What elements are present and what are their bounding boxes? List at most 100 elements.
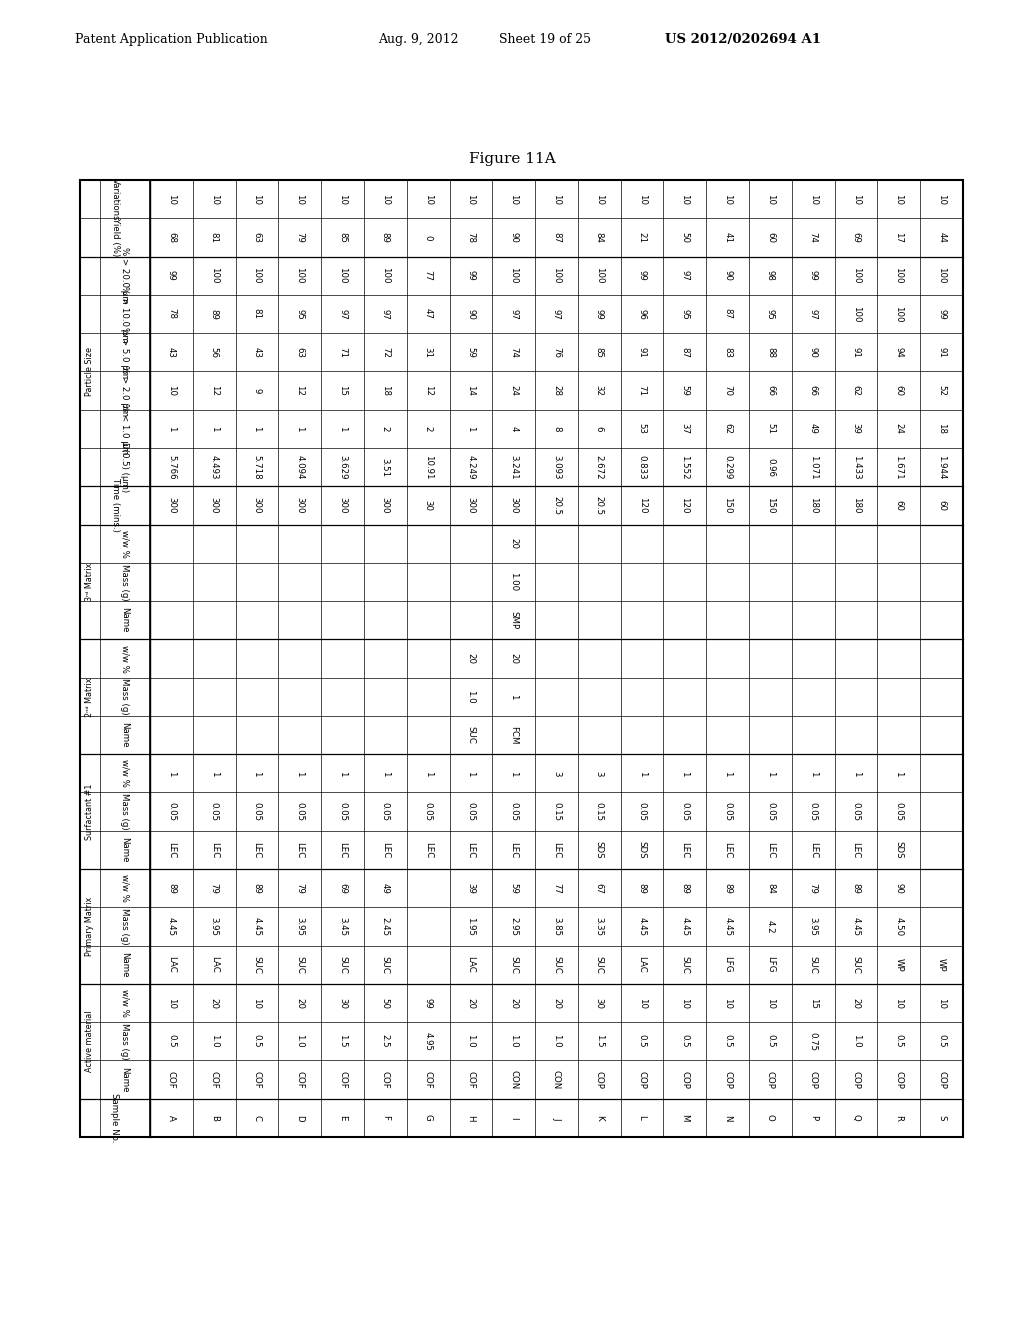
Text: 100: 100 bbox=[937, 268, 946, 284]
Text: 28: 28 bbox=[552, 385, 561, 396]
Text: 67: 67 bbox=[595, 883, 604, 894]
Text: LFG: LFG bbox=[723, 957, 732, 973]
Text: 4.094: 4.094 bbox=[295, 455, 304, 479]
Text: 79: 79 bbox=[295, 232, 304, 243]
Text: 20.5: 20.5 bbox=[552, 496, 561, 515]
Text: 1.95: 1.95 bbox=[466, 917, 475, 936]
Text: 63: 63 bbox=[295, 347, 304, 358]
Text: 49: 49 bbox=[381, 883, 390, 894]
Text: 4.45: 4.45 bbox=[680, 917, 689, 936]
Text: 10: 10 bbox=[766, 194, 775, 205]
Text: 1.0: 1.0 bbox=[210, 1035, 219, 1048]
Text: 69: 69 bbox=[338, 883, 347, 894]
Text: LAC: LAC bbox=[466, 957, 475, 973]
Text: 99: 99 bbox=[937, 309, 946, 319]
Text: 53: 53 bbox=[638, 424, 646, 434]
Text: 96: 96 bbox=[638, 309, 646, 319]
Text: 3.95: 3.95 bbox=[210, 917, 219, 936]
Text: 99: 99 bbox=[167, 271, 176, 281]
Text: LEC: LEC bbox=[167, 842, 176, 858]
Text: 30: 30 bbox=[595, 998, 604, 1008]
Text: 89: 89 bbox=[680, 883, 689, 894]
Text: 120: 120 bbox=[680, 498, 689, 513]
Text: 100: 100 bbox=[509, 268, 518, 284]
Text: w/w %: w/w % bbox=[121, 644, 129, 672]
Text: 84: 84 bbox=[595, 232, 604, 243]
Text: J: J bbox=[552, 1117, 561, 1119]
Text: % > 10.0 μm: % > 10.0 μm bbox=[121, 285, 129, 342]
Text: 0.05: 0.05 bbox=[852, 803, 860, 821]
Text: SDS: SDS bbox=[894, 841, 903, 859]
Text: % < 1.0 μm: % < 1.0 μm bbox=[121, 403, 129, 454]
Text: 100: 100 bbox=[253, 268, 261, 284]
Text: 89: 89 bbox=[852, 883, 860, 894]
Text: 3.45: 3.45 bbox=[338, 917, 347, 936]
Text: SDS: SDS bbox=[595, 841, 604, 859]
Text: 95: 95 bbox=[295, 309, 304, 319]
Text: 81: 81 bbox=[210, 232, 219, 243]
Text: 60: 60 bbox=[766, 232, 775, 243]
Text: COF: COF bbox=[381, 1071, 390, 1089]
Text: 1.5: 1.5 bbox=[595, 1035, 604, 1048]
Text: 0.5: 0.5 bbox=[723, 1035, 732, 1048]
Text: 100: 100 bbox=[338, 268, 347, 284]
Text: 0.5: 0.5 bbox=[167, 1035, 176, 1048]
Text: D(0.5) (μm): D(0.5) (μm) bbox=[121, 442, 129, 492]
Text: 0.05: 0.05 bbox=[680, 803, 689, 821]
Text: 4.45: 4.45 bbox=[638, 917, 646, 936]
Text: 2: 2 bbox=[381, 426, 390, 432]
Text: 3.093: 3.093 bbox=[552, 455, 561, 479]
Text: 76: 76 bbox=[552, 347, 561, 358]
Text: 81: 81 bbox=[253, 309, 261, 319]
Text: 97: 97 bbox=[338, 309, 347, 319]
Text: 1: 1 bbox=[253, 426, 261, 432]
Text: 3.51: 3.51 bbox=[381, 458, 390, 477]
Text: 91: 91 bbox=[638, 347, 646, 358]
Text: 99: 99 bbox=[595, 309, 604, 319]
Text: 30: 30 bbox=[338, 998, 347, 1008]
Text: 12: 12 bbox=[424, 385, 432, 396]
Text: 0.05: 0.05 bbox=[210, 803, 219, 821]
Text: 24: 24 bbox=[509, 385, 518, 396]
Text: 78: 78 bbox=[466, 232, 475, 243]
Text: 18: 18 bbox=[381, 385, 390, 396]
Text: 0.5: 0.5 bbox=[253, 1035, 261, 1048]
Text: Figure 11A: Figure 11A bbox=[469, 152, 555, 166]
Text: 66: 66 bbox=[809, 385, 818, 396]
Text: 77: 77 bbox=[552, 883, 561, 894]
Text: 1.552: 1.552 bbox=[680, 455, 689, 479]
Text: 17: 17 bbox=[894, 232, 903, 243]
Text: COP: COP bbox=[595, 1071, 604, 1089]
Text: w/w %: w/w % bbox=[121, 989, 129, 1016]
Text: 180: 180 bbox=[809, 498, 818, 513]
Text: CON: CON bbox=[509, 1071, 518, 1089]
Text: 300: 300 bbox=[381, 498, 390, 513]
Text: LEC: LEC bbox=[210, 842, 219, 858]
Text: 0.05: 0.05 bbox=[424, 803, 432, 821]
Text: 1: 1 bbox=[894, 771, 903, 776]
Text: LAC: LAC bbox=[167, 957, 176, 973]
Text: 91: 91 bbox=[852, 347, 860, 358]
Text: I: I bbox=[509, 1117, 518, 1119]
Text: 10: 10 bbox=[852, 194, 860, 205]
Text: 4.50: 4.50 bbox=[894, 917, 903, 936]
Text: 3.95: 3.95 bbox=[809, 917, 818, 936]
Text: 47: 47 bbox=[424, 309, 432, 319]
Text: LFG: LFG bbox=[766, 957, 775, 973]
Text: 3.35: 3.35 bbox=[595, 917, 604, 936]
Text: 12: 12 bbox=[210, 385, 219, 396]
Text: 100: 100 bbox=[210, 268, 219, 284]
Text: % > 5.0 μm: % > 5.0 μm bbox=[121, 326, 129, 378]
Text: 21: 21 bbox=[638, 232, 646, 243]
Text: 10: 10 bbox=[809, 194, 818, 205]
Text: 0.05: 0.05 bbox=[295, 803, 304, 821]
Text: 100: 100 bbox=[595, 268, 604, 284]
Text: 0.75: 0.75 bbox=[809, 1032, 818, 1051]
Text: 3.95: 3.95 bbox=[295, 917, 304, 936]
Text: 50: 50 bbox=[381, 998, 390, 1008]
Text: % > 20.0 μm: % > 20.0 μm bbox=[121, 247, 129, 304]
Text: 0.05: 0.05 bbox=[894, 803, 903, 821]
Text: COP: COP bbox=[894, 1071, 903, 1089]
Text: COP: COP bbox=[723, 1071, 732, 1089]
Text: Name: Name bbox=[121, 952, 129, 978]
